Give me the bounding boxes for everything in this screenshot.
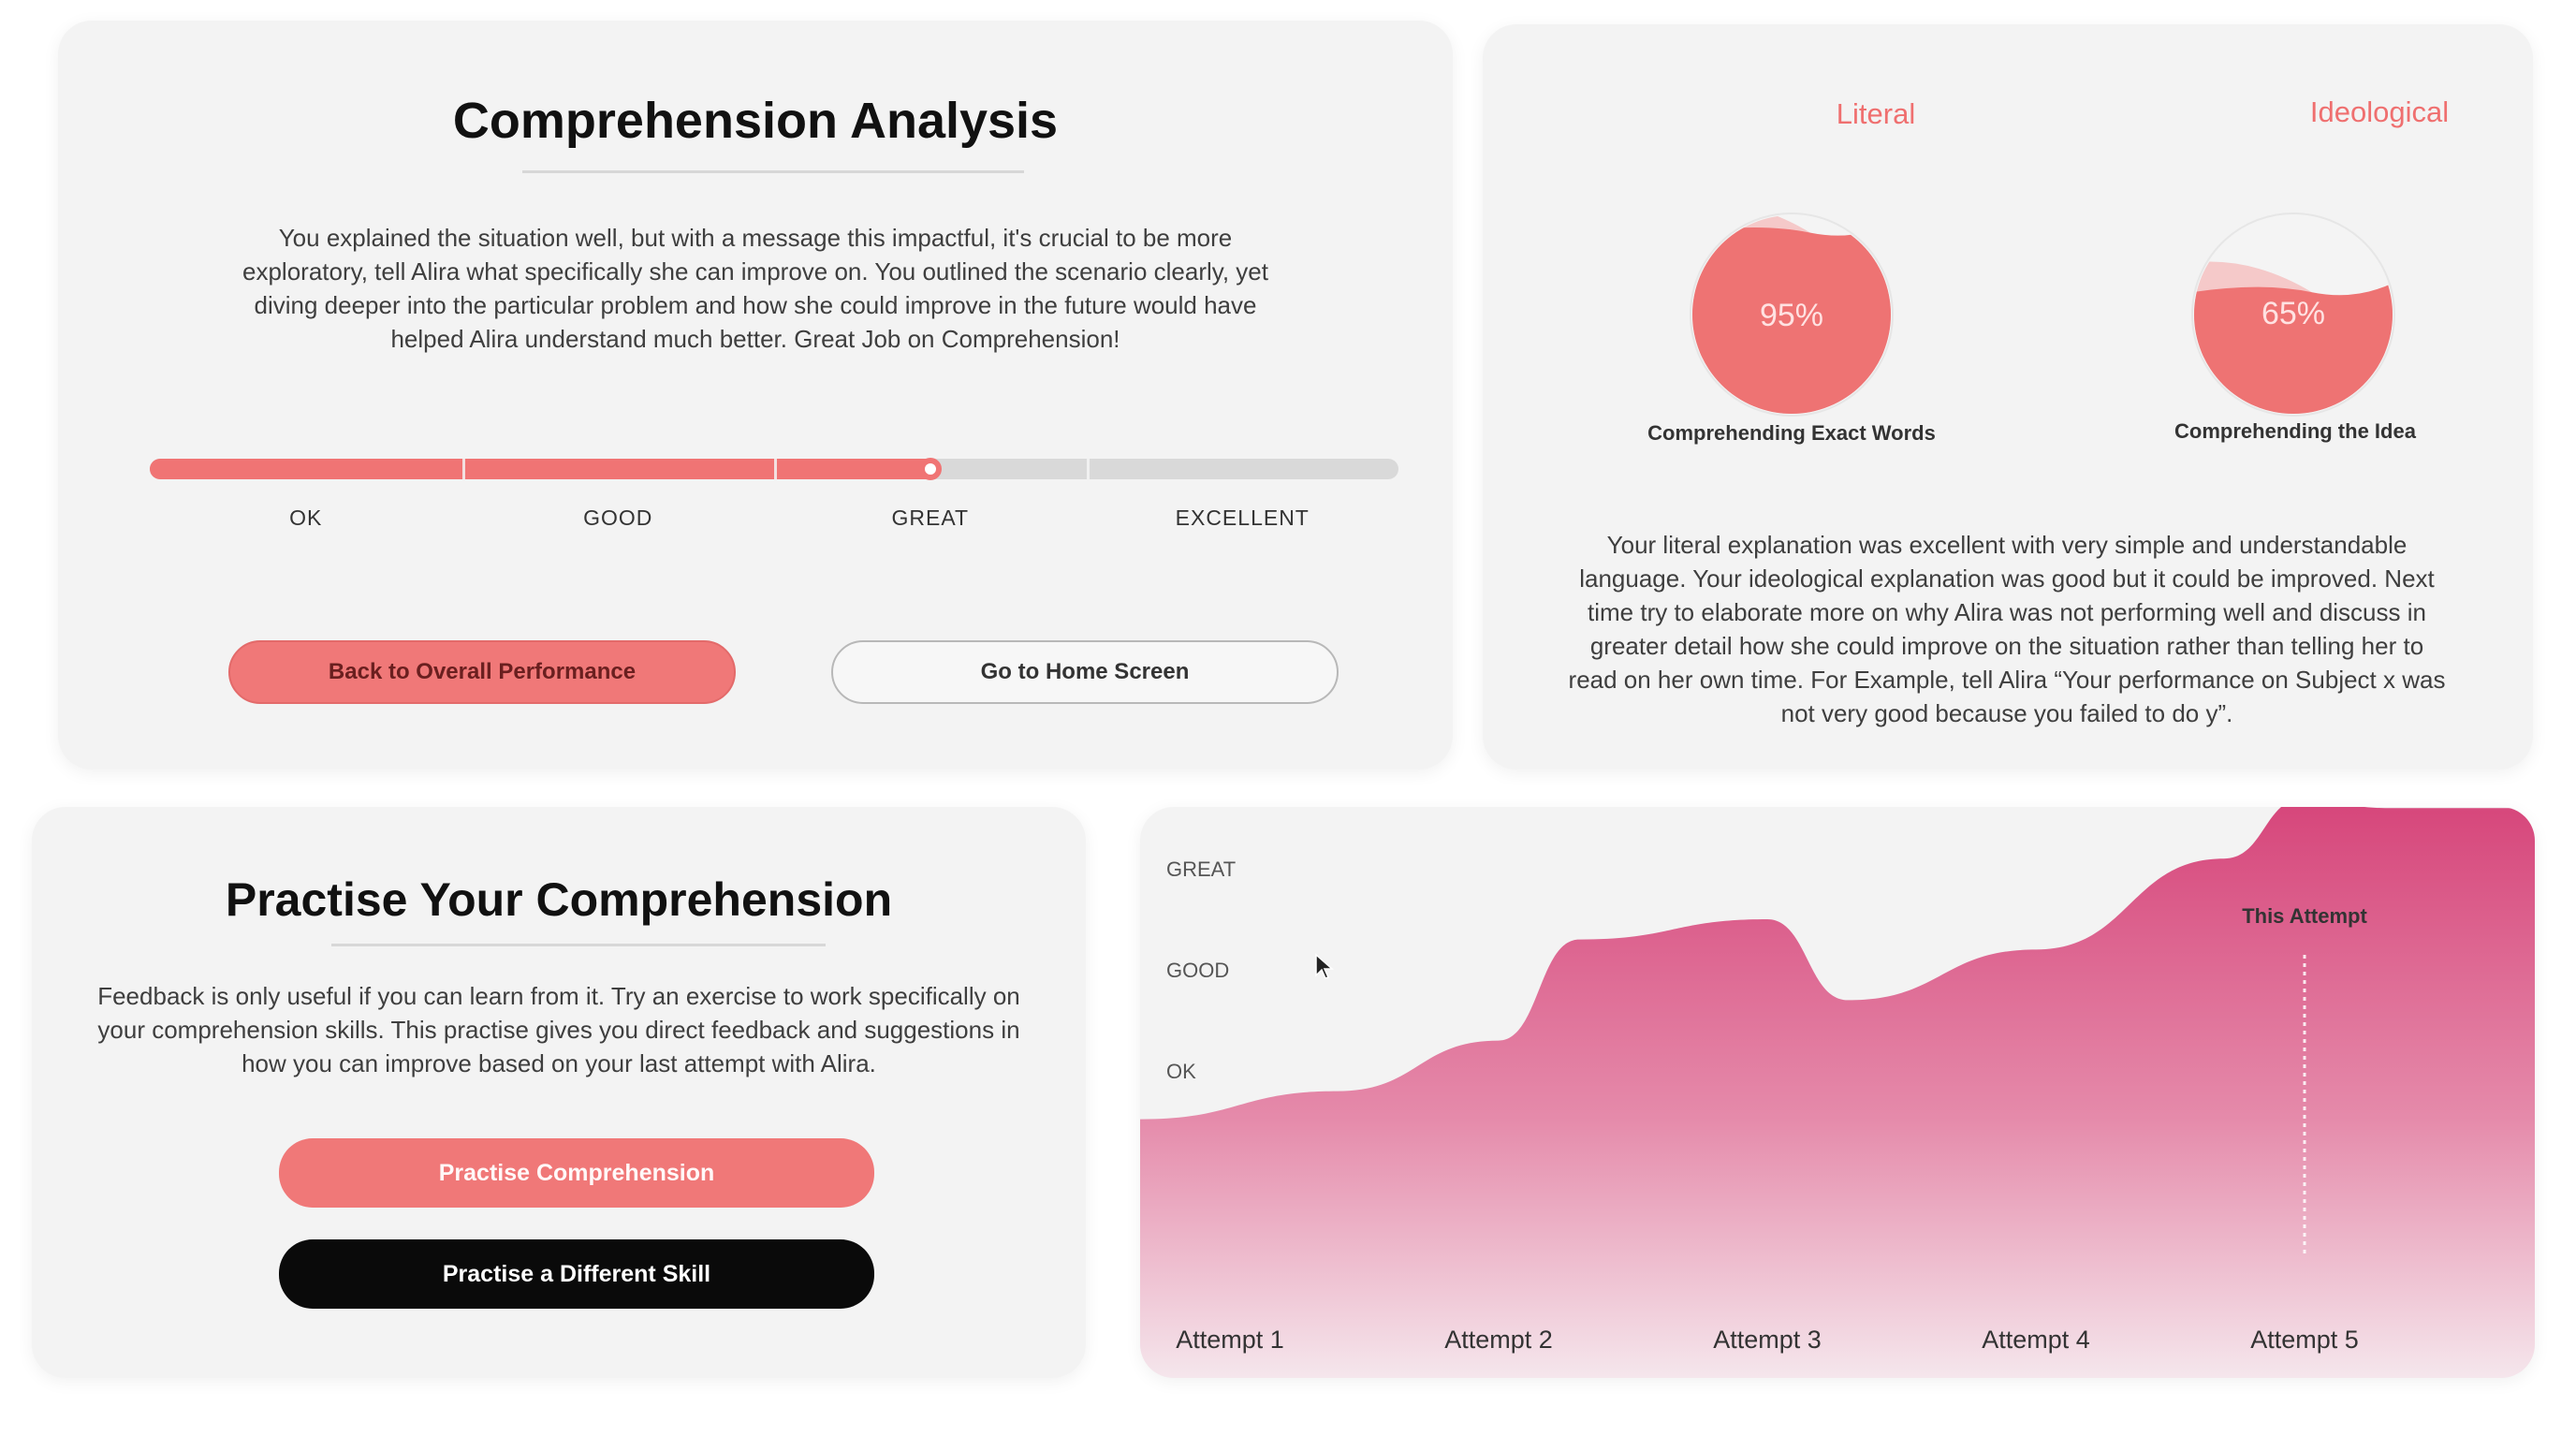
literal-percent-label: 95% bbox=[1760, 298, 1823, 333]
title-underline bbox=[522, 170, 1024, 173]
breakdown-feedback-text: Your literal explanation was excellent w… bbox=[1568, 531, 2446, 727]
ideological-score-gauge: 65% bbox=[2191, 212, 2395, 417]
back-to-overall-performance-button[interactable]: Back to Overall Performance bbox=[228, 640, 736, 704]
meter-divider bbox=[461, 459, 465, 479]
comprehension-breakdown-card: Literal Ideological 95% 65% Comprehendin… bbox=[1483, 24, 2533, 769]
practise-different-skill-button[interactable]: Practise a Different Skill bbox=[279, 1239, 874, 1309]
meter-fill bbox=[150, 459, 930, 479]
x-axis-label: Attempt 4 bbox=[1982, 1326, 2090, 1354]
x-axis-label: Attempt 1 bbox=[1176, 1326, 1284, 1354]
meter-label-excellent: EXCELLENT bbox=[1175, 506, 1310, 530]
comprehension-analysis-card: Comprehension Analysis You explained the… bbox=[58, 21, 1453, 769]
this-attempt-label: This Attempt bbox=[2242, 904, 2367, 928]
literal-score-gauge: 95% bbox=[1690, 212, 1894, 417]
comprehension-rating-meter: OK GOOD GREAT EXCELLENT bbox=[150, 453, 1398, 530]
x-axis-label: Attempt 5 bbox=[2250, 1326, 2359, 1354]
meter-knob bbox=[918, 458, 942, 480]
progress-area bbox=[1140, 807, 2535, 1378]
literal-heading: Literal bbox=[1836, 97, 1916, 130]
y-axis-label: GREAT bbox=[1166, 857, 1236, 881]
gauge-fill bbox=[1692, 215, 1891, 414]
practise-comprehension-button[interactable]: Practise Comprehension bbox=[279, 1138, 874, 1208]
y-axis-label: GOOD bbox=[1166, 959, 1229, 982]
go-to-home-screen-button[interactable]: Go to Home Screen bbox=[831, 640, 1339, 704]
meter-divider bbox=[1086, 459, 1090, 479]
y-axis-label: OK bbox=[1166, 1060, 1196, 1083]
analysis-feedback-text: You explained the situation well, but wi… bbox=[242, 224, 1268, 353]
ideological-caption: Comprehending the Idea bbox=[2174, 419, 2416, 443]
mouse-cursor-icon bbox=[1315, 953, 1334, 979]
x-axis-label: Attempt 2 bbox=[1444, 1326, 1553, 1354]
ideological-percent-label: 65% bbox=[2261, 296, 2325, 331]
meter-label-ok: OK bbox=[289, 506, 323, 530]
meter-label-good: GOOD bbox=[583, 506, 653, 530]
analysis-title: Comprehension Analysis bbox=[452, 93, 1059, 149]
practise-title: Practise Your Comprehension bbox=[225, 873, 893, 926]
x-axis-label: Attempt 3 bbox=[1713, 1326, 1822, 1354]
meter-label-great: GREAT bbox=[891, 506, 970, 530]
literal-caption: Comprehending Exact Words bbox=[1647, 421, 1936, 445]
practise-comprehension-card: Practise Your Comprehension Feedback is … bbox=[32, 807, 1086, 1378]
title-underline bbox=[331, 944, 826, 946]
ideological-heading: Ideological bbox=[2309, 95, 2450, 128]
meter-divider bbox=[774, 459, 777, 479]
practise-description-text: Feedback is only useful if you can learn… bbox=[97, 982, 1020, 1077]
